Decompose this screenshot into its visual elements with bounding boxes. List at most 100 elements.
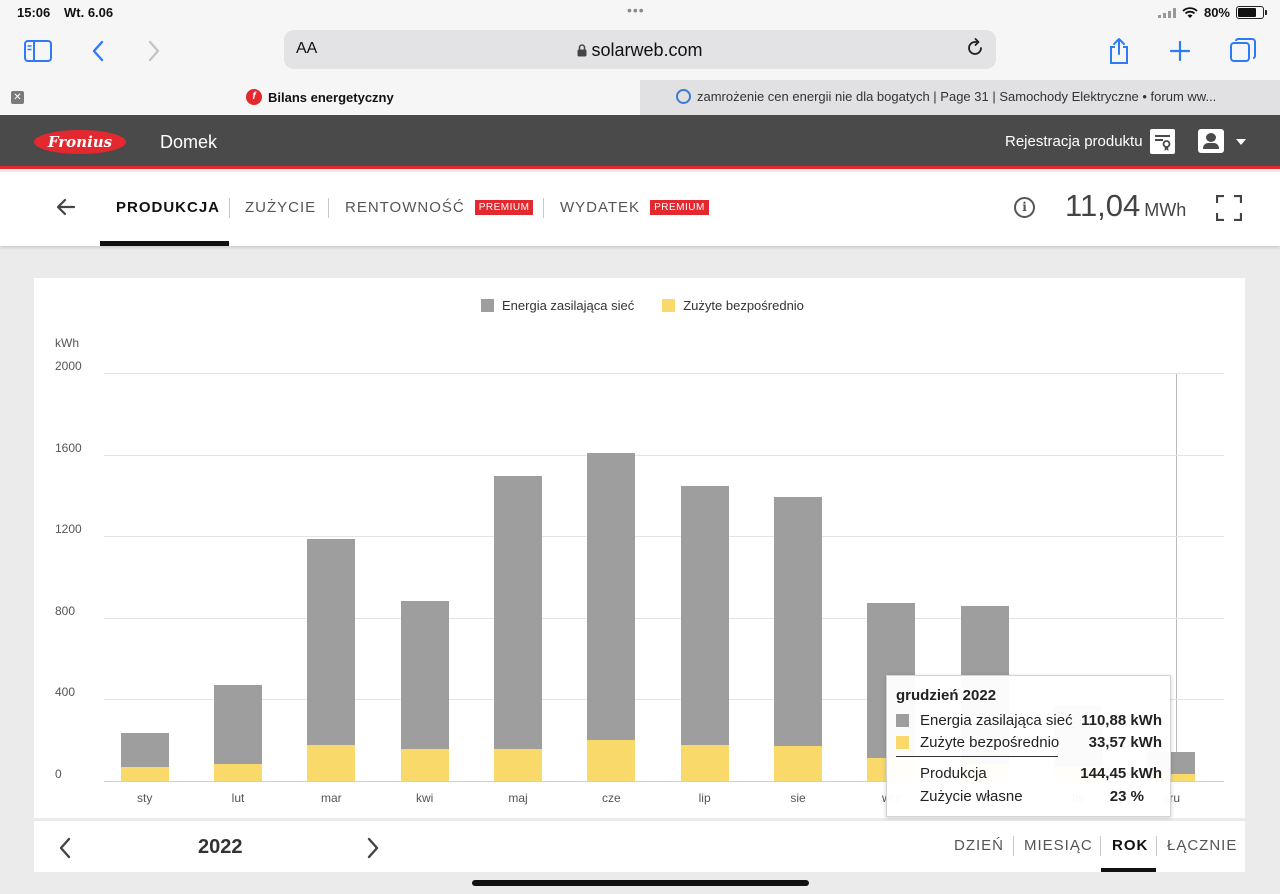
tooltip-value: 110,88 kWh (1081, 712, 1162, 729)
previous-year-icon[interactable] (58, 837, 72, 864)
chevron-down-icon[interactable] (1236, 139, 1246, 145)
forward-icon[interactable] (137, 34, 171, 68)
legend-item-self-used[interactable]: Zużyte bezpośrednio (662, 298, 804, 313)
selected-year[interactable]: 2022 (198, 836, 243, 858)
y-tick-label: 1600 (55, 440, 82, 455)
tab-title-text: zamrożenie cen energii nie dla bogatych … (697, 89, 1217, 104)
tab-overview-icon[interactable] (1226, 34, 1260, 68)
tab-label: PRODUKCJA (116, 199, 221, 216)
reader-aa-button[interactable]: AA (296, 40, 318, 57)
home-indicator[interactable] (472, 880, 809, 886)
bar-grid-feed[interactable] (400, 601, 449, 750)
sidebar-toggle-icon[interactable] (21, 34, 55, 68)
share-icon[interactable] (1102, 34, 1136, 68)
period-day[interactable]: DZIEŃ (954, 837, 1004, 854)
tab-forum[interactable]: zamrożenie cen energii nie dla bogatych … (676, 89, 1216, 104)
bar-grid-feed[interactable] (120, 733, 169, 767)
gridline (104, 699, 1224, 701)
status-right: 80% (1157, 5, 1267, 20)
close-tab-icon[interactable]: ✕ (11, 91, 24, 104)
tooltip-title: grudzień 2022 (896, 687, 997, 704)
bar-self-used[interactable] (680, 745, 729, 781)
x-tick-label: cze (601, 791, 621, 805)
period-month[interactable]: MIESIĄC (1024, 837, 1093, 854)
tab-bilans[interactable]: ✕ f Bilans energetyczny (0, 80, 640, 115)
tab-produkcja[interactable]: PRODUKCJA (116, 199, 220, 216)
bar-grid-feed[interactable] (680, 486, 729, 746)
bar-self-used[interactable] (494, 749, 542, 781)
period-year[interactable]: ROK (1112, 837, 1149, 854)
tab-wydatek[interactable]: WYDATEK PREMIUM (560, 199, 709, 216)
premium-badge: PREMIUM (474, 200, 534, 215)
address-bar[interactable]: AA solarweb.com (284, 30, 996, 69)
browser-toolbar: AA solarweb.com (0, 26, 1280, 80)
tooltip-label: Energia zasilająca sieć (920, 712, 1073, 729)
status-bar: 15:06 Wt. 6.06 ••• 80% (0, 0, 1280, 26)
bar-self-used[interactable] (1147, 774, 1196, 781)
x-tick-label: mar (320, 791, 342, 805)
tab-rentownosc[interactable]: RENTOWNOŚĆ PREMIUM (345, 199, 534, 216)
tab-title-active[interactable]: f Bilans energetyczny (246, 89, 394, 105)
tooltip-swatch (896, 714, 909, 727)
battery-icon (1236, 6, 1267, 19)
bar-self-used[interactable] (120, 766, 169, 781)
battery-percent: 80% (1203, 5, 1230, 20)
bar-self-used[interactable] (307, 745, 356, 781)
tab-label: RENTOWNOŚĆ (345, 199, 465, 216)
bar-self-used[interactable] (774, 746, 822, 781)
gridline (104, 781, 1224, 782)
tooltip-label: Produkcja (920, 765, 987, 782)
register-product-link[interactable]: Rejestracja produktu (1005, 133, 1143, 150)
tab-zuzycie[interactable]: ZUŻYCIE (245, 199, 316, 216)
y-tick-label: 0 (55, 767, 62, 781)
y-axis-unit: kWh (55, 336, 79, 350)
cellular-signal-icon (1157, 7, 1176, 18)
bar-grid-feed[interactable] (307, 539, 356, 746)
bar-self-used[interactable] (214, 763, 262, 781)
bar-self-used[interactable] (400, 749, 449, 781)
period-divider (1100, 836, 1101, 856)
bar-self-used[interactable] (587, 740, 636, 781)
legend-label: Energia zasilająca sieć (502, 298, 635, 313)
x-tick-label: lip (698, 791, 711, 805)
url-display[interactable]: solarweb.com (284, 40, 996, 61)
active-period-indicator (1101, 868, 1156, 872)
tooltip-row-self-used: Zużyte bezpośrednio 33,57 kWh (896, 734, 1162, 751)
bar-grid-feed[interactable] (587, 452, 636, 741)
tab-label: WYDATEK (560, 199, 641, 216)
user-account-icon[interactable] (1198, 129, 1224, 153)
info-icon[interactable]: i (1014, 197, 1035, 218)
y-tick-label: 800 (55, 603, 76, 618)
hover-cursor-line (1176, 373, 1177, 781)
tooltip-row-self-consumption: Zużycie własne 23 % (896, 788, 1162, 805)
tooltip-divider (896, 756, 1058, 757)
bar-grid-feed[interactable] (494, 476, 542, 750)
status-time: 15:06 (17, 5, 51, 20)
new-tab-icon[interactable] (1163, 34, 1197, 68)
bar-grid-feed[interactable] (774, 497, 822, 747)
fronius-logo[interactable]: Fronius (34, 130, 126, 154)
fullscreen-icon[interactable] (1215, 194, 1243, 226)
tab-title-text: Bilans energetyczny (268, 89, 394, 105)
legend-item-grid-feed[interactable]: Energia zasilająca sieć (481, 298, 634, 313)
total-value: 11,04 (1065, 188, 1141, 223)
x-tick-label: sty (136, 791, 153, 805)
x-tick-label: kwi (415, 791, 434, 805)
gridline (104, 617, 1224, 619)
bar-grid-feed[interactable] (214, 685, 262, 764)
nav-divider (328, 198, 329, 218)
next-year-icon[interactable] (366, 837, 380, 864)
certificate-icon[interactable] (1150, 129, 1175, 154)
wifi-icon (1182, 6, 1198, 18)
multitasking-dots-icon[interactable]: ••• (627, 2, 645, 18)
back-icon[interactable] (81, 34, 115, 68)
total-unit: MWh (1144, 200, 1187, 220)
period-total[interactable]: ŁĄCZNIE (1167, 837, 1238, 854)
site-name[interactable]: Domek (160, 132, 218, 152)
tooltip-label: Zużyte bezpośrednio (920, 734, 1060, 751)
tooltip-value: 23 % (1109, 788, 1144, 805)
chart-footer: 2022 DZIEŃ MIESIĄC ROK ŁĄCZNIE (34, 821, 1245, 872)
arrow-back-icon[interactable] (54, 195, 78, 224)
reload-icon[interactable] (964, 37, 986, 64)
chart-tooltip: grudzień 2022 Energia zasilająca sieć 11… (886, 675, 1171, 817)
